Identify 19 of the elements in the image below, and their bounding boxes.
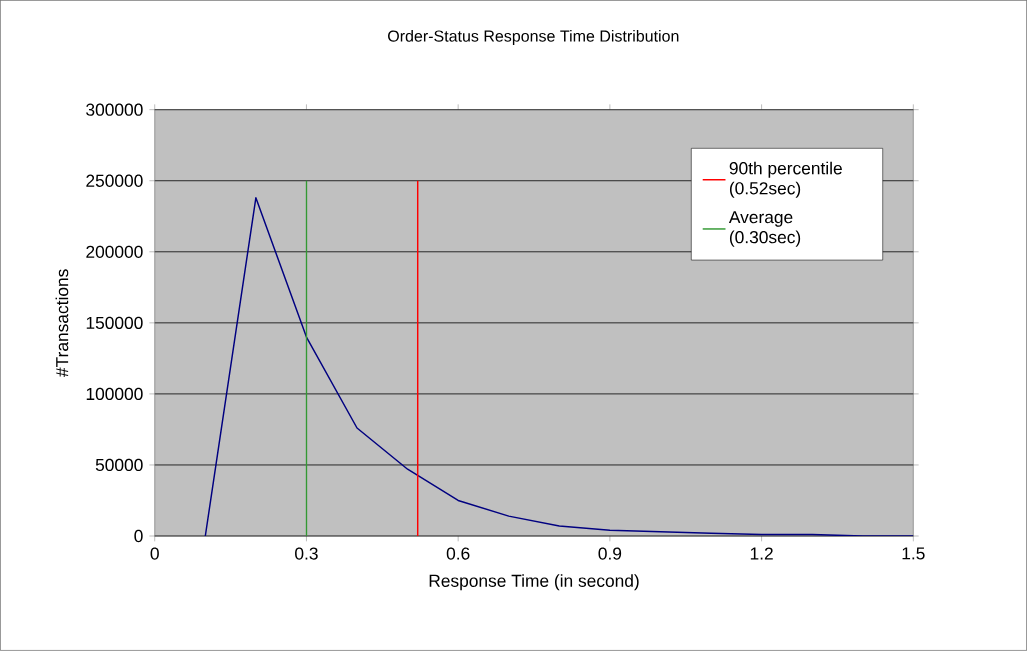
x-tick-label: 0.6 <box>446 547 470 560</box>
y-tick-label: 50000 <box>95 458 143 472</box>
x-tick-label: 0.9 <box>598 547 622 560</box>
y-axis-title: #Transactions <box>55 269 69 378</box>
legend-label: 90th percentile (0.52sec) <box>729 161 842 198</box>
x-tick-label: 0.3 <box>295 547 318 560</box>
x-axis-title: Response Time (in second) <box>429 574 639 591</box>
x-tick-label: 0 <box>150 547 159 560</box>
x-tick-label: 1.2 <box>750 547 773 560</box>
y-tick-label: 250000 <box>86 174 143 188</box>
y-tick-label: 100000 <box>86 387 143 401</box>
y-tick-label: 200000 <box>86 245 143 259</box>
x-tick-label: 1.5 <box>902 547 925 560</box>
y-tick-label: 300000 <box>86 103 143 116</box>
chart-title: Order-Status Response Time Distribution <box>388 30 679 46</box>
y-tick-label: 0 <box>134 530 143 543</box>
line-series <box>204 197 914 537</box>
legend-label: Average (0.30sec) <box>728 211 801 247</box>
y-tick-label: 150000 <box>86 316 143 330</box>
